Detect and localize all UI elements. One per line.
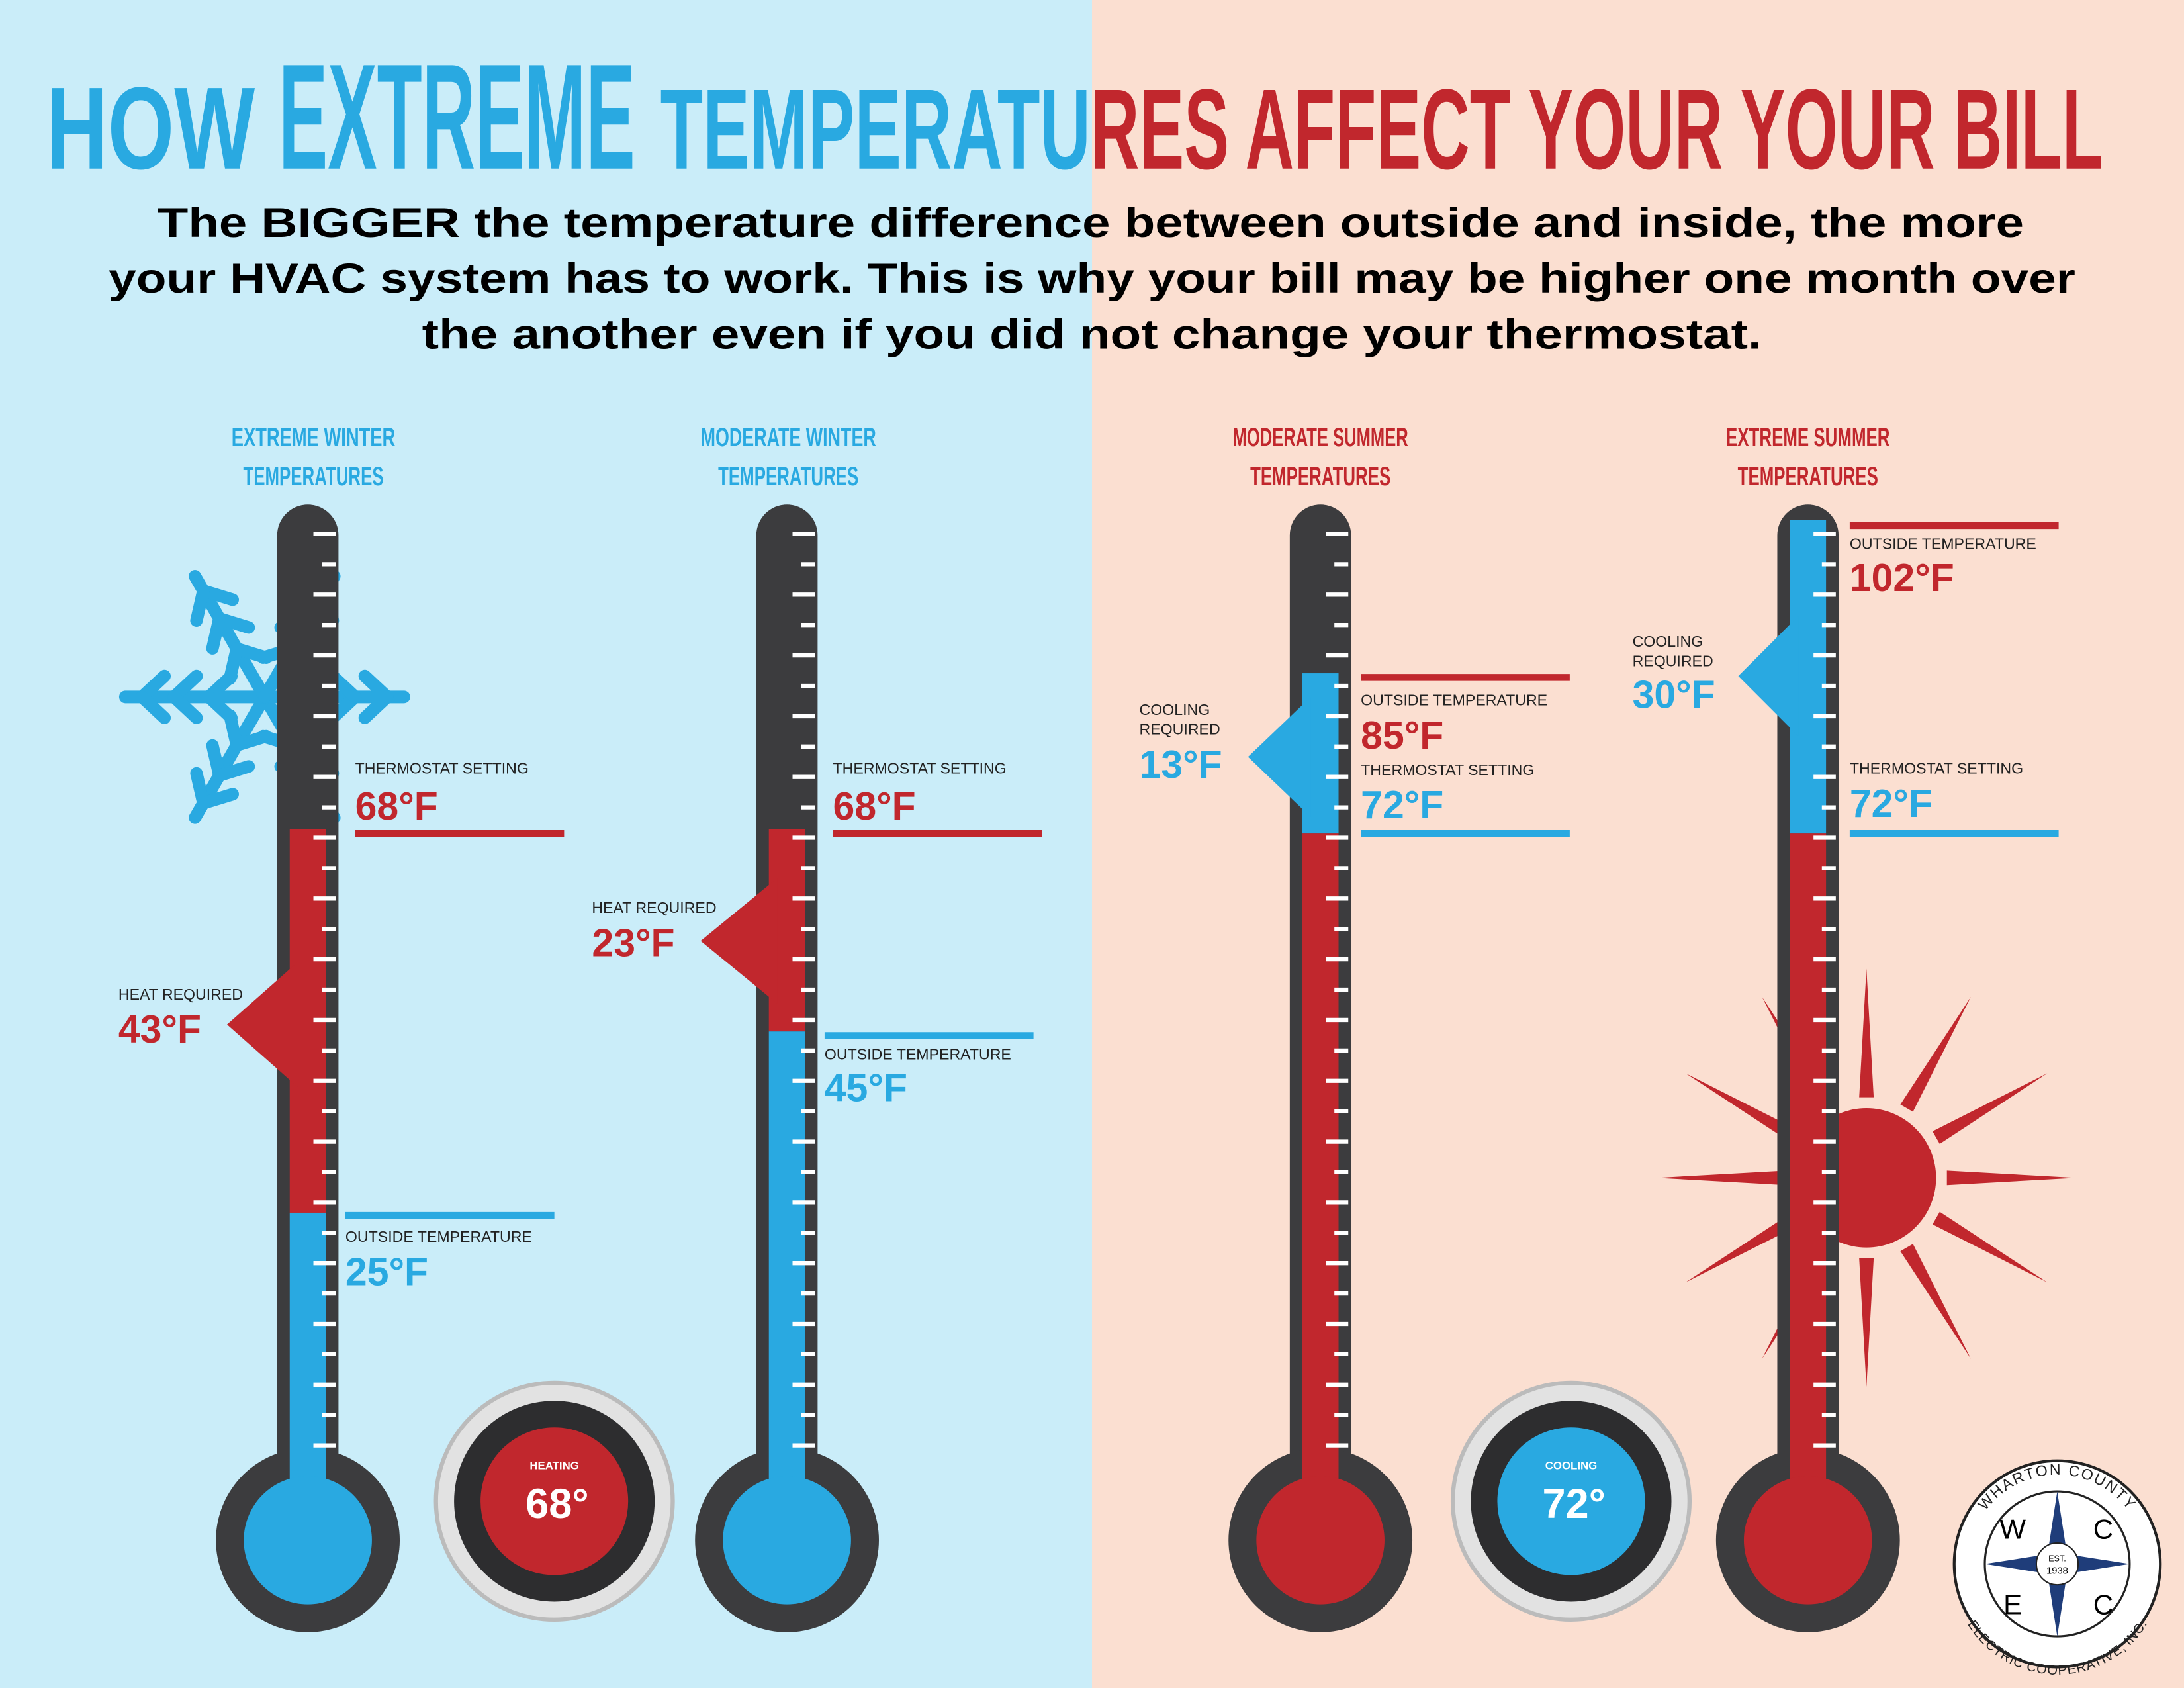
snowflake-branch — [190, 584, 210, 627]
marker-value: 25°F — [345, 1250, 428, 1293]
difference-arrow — [1248, 696, 1311, 817]
logo-letter: C — [2093, 1514, 2113, 1545]
thermometer: EXTREME SUMMER TEMPERATURES THERMOSTAT SET… — [1633, 423, 2059, 1632]
title-part: TEMPERATU — [660, 66, 1091, 193]
sun-ray — [1932, 1211, 2048, 1283]
marker-label: THERMOSTAT SETTING — [355, 760, 529, 777]
title-part: HOW — [46, 64, 255, 194]
thermometer-bulb — [1743, 1476, 1872, 1605]
panel-heading: TEMPERATURES — [718, 462, 858, 491]
marker-value: 23°F — [592, 921, 674, 964]
marker-label: REQUIRED — [1633, 653, 1713, 670]
snowflake-branch — [206, 612, 226, 655]
sun-ray — [1932, 1073, 2048, 1145]
compass-center — [2035, 1542, 2079, 1586]
thermometer-fill — [1790, 833, 1827, 1548]
marker-value: 72°F — [1850, 782, 1933, 825]
thermometer-fill — [768, 520, 805, 829]
thermometer: MODERATE WINTER TEMPERATURES THERMOSTAT SE… — [592, 423, 1042, 1632]
subtitle-line: The BIGGER the temperature difference be… — [158, 200, 2024, 246]
sun-ray — [1685, 1211, 1801, 1283]
dial-face — [480, 1427, 629, 1575]
marker-value: 68°F — [833, 785, 916, 828]
logo-letter: E — [2003, 1589, 2022, 1620]
marker-label: THERMOSTAT SETTING — [1361, 761, 1534, 778]
snowflake-branch — [203, 690, 238, 724]
sun-ray — [1657, 1170, 1786, 1186]
thermometer: MODERATE SUMMER TEMPERATURES THERMOSTAT SE… — [1140, 423, 1570, 1632]
snowflake-branch — [223, 642, 244, 685]
dial-mode: HEATING — [529, 1459, 578, 1472]
marker-value: 68°F — [355, 785, 438, 828]
sun-ray — [1946, 1170, 2075, 1186]
marker-value: 30°F — [1633, 674, 1715, 717]
thermometer: EXTREME WINTER TEMPERATURES THERMOSTAT SET… — [118, 423, 565, 1632]
panel-heading: TEMPERATURES — [1250, 462, 1390, 491]
difference-arrow — [1738, 616, 1799, 736]
thermometer-fill — [768, 1031, 805, 1548]
snowflake-branch — [197, 788, 240, 810]
marker-label: COOLING — [1633, 633, 1704, 650]
sun-ray — [1900, 1244, 1971, 1359]
dial-face — [1497, 1427, 1645, 1575]
marker-label: OUTSIDE TEMPERATURE — [825, 1045, 1011, 1062]
thermometer-bulb — [244, 1476, 372, 1605]
marker-label: COOLING — [1140, 701, 1210, 718]
thermostat-dial: COOLING 72° — [1450, 1380, 1692, 1622]
panel-heading: TEMPERATURES — [1738, 462, 1878, 491]
marker-value: 13°F — [1140, 743, 1222, 786]
dial-mode: COOLING — [1545, 1459, 1598, 1472]
snowflake-branch — [213, 760, 255, 782]
marker-value: 72°F — [1361, 784, 1443, 827]
panel-heading: MODERATE WINTER — [701, 423, 876, 452]
marker-value: 85°F — [1361, 714, 1443, 757]
logo-letter: W — [1999, 1514, 2026, 1545]
sun-ray — [1859, 968, 1874, 1098]
difference-arrow — [700, 878, 778, 1004]
thermometer-bulb — [723, 1476, 851, 1605]
logo-est: EST. — [2048, 1554, 2066, 1563]
logo: WHARTON COUNTY ELECTRIC COOPERATIVE, INC… — [1952, 1459, 2162, 1678]
snowflake-branch — [358, 669, 394, 704]
snowflake-branch — [230, 729, 273, 752]
sun-ray — [1685, 1073, 1801, 1145]
panel-heading: TEMPERATURES — [243, 462, 383, 491]
difference-arrow — [227, 961, 298, 1088]
snowflake-branch — [136, 690, 171, 724]
panel-heading: EXTREME SUMMER — [1726, 423, 1890, 452]
dial-temperature: 68° — [525, 1481, 588, 1527]
marker-label: THERMOSTAT SETTING — [833, 760, 1007, 777]
dial-temperature: 72° — [1542, 1481, 1605, 1527]
thermometer-fill — [1302, 833, 1339, 1548]
title-part: RES AFFECT YOUR YOUR BILL — [1091, 66, 2103, 193]
logo-year: 1938 — [2046, 1566, 2068, 1576]
marker-label: OUTSIDE TEMPERATURE — [1361, 691, 1547, 708]
marker-value: 102°F — [1850, 557, 1954, 600]
thermometer-fill — [289, 520, 326, 829]
thermometers: EXTREME WINTER TEMPERATURES THERMOSTAT SET… — [118, 423, 2059, 1632]
marker-value: 45°F — [825, 1066, 907, 1109]
marker-label: REQUIRED — [1140, 721, 1220, 738]
marker-value: 43°F — [118, 1008, 201, 1051]
subtitle-line: your HVAC system has to work. This is wh… — [109, 256, 2075, 302]
panel-heading: EXTREME WINTER — [232, 423, 396, 452]
thermometer-bulb — [1256, 1476, 1385, 1605]
thermostat-dial: HEATING 68° — [433, 1380, 675, 1622]
subtitle-line: the another even if you did not change y… — [422, 311, 1762, 357]
title-part: EXTREME — [279, 33, 635, 201]
marker-label: HEAT REQUIRED — [118, 986, 243, 1003]
marker-label: OUTSIDE TEMPERATURE — [1850, 536, 2036, 553]
panel-heading: MODERATE SUMMER — [1233, 423, 1408, 452]
logo-letter: C — [2093, 1589, 2113, 1620]
marker-label: THERMOSTAT SETTING — [1850, 760, 2023, 777]
marker-label: OUTSIDE TEMPERATURE — [345, 1228, 532, 1245]
snowflake-branch — [167, 690, 203, 724]
sun-ray — [1900, 996, 1971, 1112]
sun-ray — [1859, 1258, 1874, 1387]
marker-label: HEAT REQUIRED — [592, 899, 716, 916]
